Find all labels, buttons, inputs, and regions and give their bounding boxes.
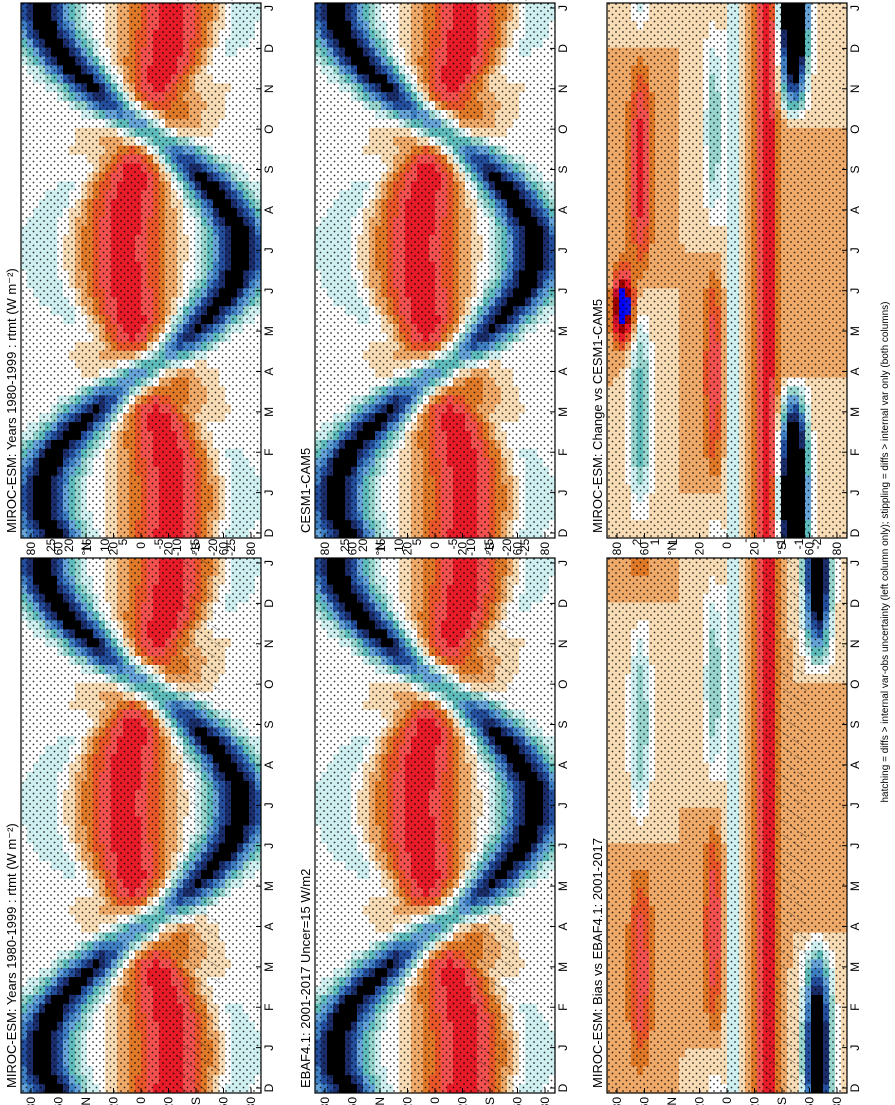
lat-label: °S: [483, 1097, 497, 1105]
month-label: J: [262, 802, 276, 808]
month-label: M: [262, 881, 276, 891]
lat-label: 60: [217, 1097, 231, 1105]
panel-2: D J F M A M J J A S O N D J 80 60 °N 20 0 20 °S 60 80 EBAF4.1: …: [298, 505, 570, 1105]
lat-label: 20: [401, 1097, 415, 1105]
month-label: J: [556, 560, 570, 566]
month-label: J: [556, 1045, 570, 1051]
month-label: N: [556, 639, 570, 648]
month-label: S: [556, 721, 570, 729]
month-label: N: [262, 639, 276, 648]
month-label: A: [556, 922, 570, 930]
month-label: F: [262, 1004, 276, 1011]
month-label: J: [262, 1045, 276, 1051]
lat-label: 80: [24, 1097, 38, 1105]
lat-label: 80: [538, 1097, 552, 1105]
lat-label: °N: [79, 1097, 93, 1105]
month-label: J: [262, 560, 276, 566]
panel-title: EBAF4.1: 2001-2017 Uncer=15 W/m2: [298, 869, 313, 1088]
month-label: M: [556, 962, 570, 972]
month-label: D: [262, 599, 276, 608]
lat-label: 0: [428, 1097, 442, 1104]
stippling: [21, 558, 261, 1093]
hatching: [470, 558, 515, 1093]
month-label: J: [556, 843, 570, 849]
lat-label: 80: [244, 1097, 258, 1105]
month-label: M: [556, 881, 570, 891]
lat-label: 20: [456, 1097, 470, 1105]
month-label: D: [262, 1083, 276, 1092]
month-label: A: [262, 922, 276, 930]
month-label: A: [262, 761, 276, 769]
lat-label: 60: [511, 1097, 525, 1105]
month-label: O: [262, 679, 276, 688]
stippling: [315, 558, 555, 1093]
month-label: J: [556, 802, 570, 808]
lat-label: °N: [373, 1097, 387, 1105]
month-label: F: [556, 1004, 570, 1011]
month-label: S: [262, 721, 276, 729]
hatching: [176, 558, 221, 1093]
month-label: A: [556, 761, 570, 769]
panel-title: MIROC-ESM: Years 1980-1999 : rtmt (W m⁻²…: [4, 823, 19, 1088]
month-label: D: [556, 1083, 570, 1092]
month-label: D: [556, 599, 570, 608]
month-label: J: [262, 843, 276, 849]
month-label: M: [262, 962, 276, 972]
month-label: O: [556, 679, 570, 688]
lat-label: 60: [52, 1097, 66, 1105]
lat-label: 60: [346, 1097, 360, 1105]
lat-label: 0: [134, 1097, 148, 1104]
lat-label: °S: [189, 1097, 203, 1105]
lat-label: 20: [107, 1097, 121, 1105]
lat-label: 80: [318, 1097, 332, 1105]
panel-1: D J F M A M J J A S O N D J 80 60 °N 20 0 20 °S 60 80 MIROC-ESM…: [4, 505, 276, 1105]
lat-label: 20: [162, 1097, 176, 1105]
